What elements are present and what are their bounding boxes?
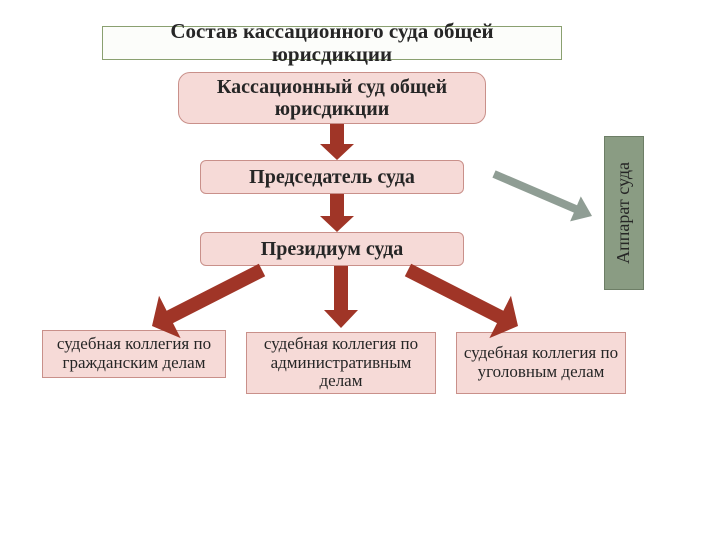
diagonal-arrows-layer [0, 0, 720, 540]
